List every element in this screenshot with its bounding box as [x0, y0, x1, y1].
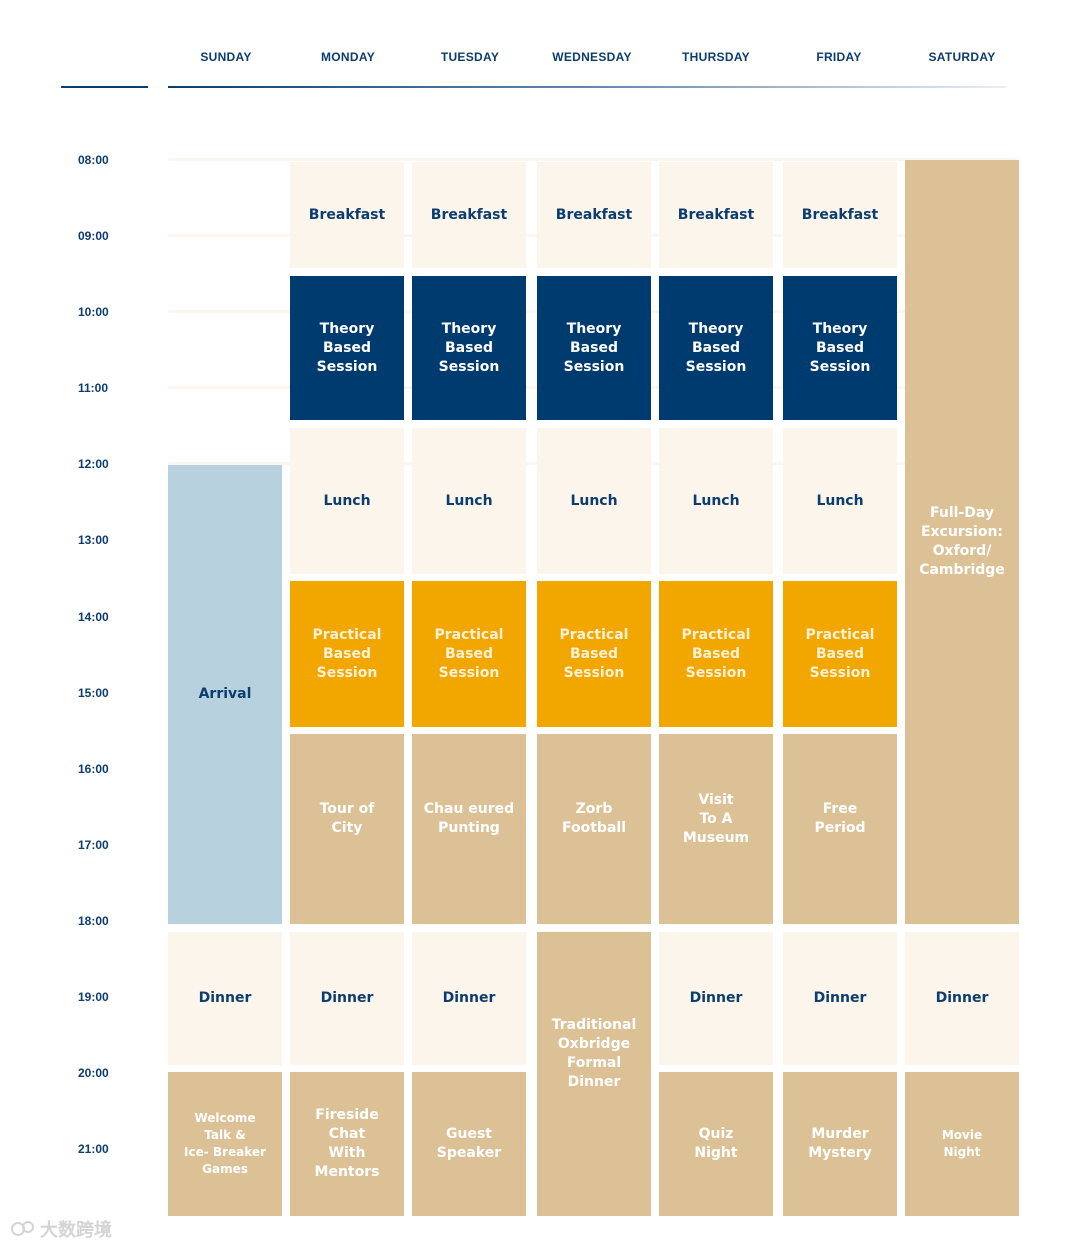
event-dinner-tuesday: Dinner	[412, 932, 526, 1065]
event-breakfast-tuesday: Breakfast	[412, 162, 526, 268]
event-welcome-talk: Welcome Talk & Ice- Breaker Games	[168, 1072, 282, 1216]
event-quiz-night: Quiz Night	[659, 1072, 773, 1216]
event-dinner-saturday: Dinner	[905, 932, 1019, 1065]
event-dinner-monday: Dinner	[290, 932, 404, 1065]
time-label: 13:00	[78, 533, 109, 547]
time-label: 15:00	[78, 686, 109, 700]
event-breakfast-wednesday: Breakfast	[537, 162, 651, 268]
event-practical-monday: Practical Based Session	[290, 581, 404, 727]
event-dinner-friday: Dinner	[783, 932, 897, 1065]
day-header-tuesday: TUESDAY	[440, 50, 500, 64]
event-theory-monday: Theory Based Session	[290, 276, 404, 420]
day-header-friday: FRIDAY	[816, 50, 862, 64]
event-formal-dinner: Traditional Oxbridge Formal Dinner	[537, 932, 651, 1216]
event-zorb-football: Zorb Football	[537, 734, 651, 924]
event-lunch-wednesday: Lunch	[537, 428, 651, 574]
event-guest-speaker: Guest Speaker	[412, 1072, 526, 1216]
header-rule-left	[61, 86, 148, 88]
time-label: 17:00	[78, 838, 109, 852]
watermark-text: 大数跨境	[40, 1220, 112, 1240]
event-punting: Chau eured Punting	[412, 734, 526, 924]
day-header-sunday: SUNDAY	[200, 50, 252, 64]
event-theory-wednesday: Theory Based Session	[537, 276, 651, 420]
event-lunch-thursday: Lunch	[659, 428, 773, 574]
event-breakfast-friday: Breakfast	[783, 162, 897, 268]
day-header-monday: MONDAY	[320, 50, 376, 64]
event-lunch-friday: Lunch	[783, 428, 897, 574]
event-practical-friday: Practical Based Session	[783, 581, 897, 727]
event-breakfast-monday: Breakfast	[290, 162, 404, 268]
event-full-day-excursion: Full-Day Excursion: Oxford/ Cambridge	[905, 160, 1019, 924]
event-tour-of-city: Tour of City	[290, 734, 404, 924]
event-lunch-tuesday: Lunch	[412, 428, 526, 574]
time-label: 09:00	[78, 229, 109, 243]
event-visit-museum: Visit To A Museum	[659, 734, 773, 924]
event-dinner-thursday: Dinner	[659, 932, 773, 1065]
event-practical-thursday: Practical Based Session	[659, 581, 773, 727]
day-header-wednesday: WEDNESDAY	[552, 50, 632, 64]
watermark: 大数跨境	[10, 1216, 112, 1242]
day-header-saturday: SATURDAY	[928, 50, 996, 64]
event-arrival: Arrival	[168, 465, 282, 924]
time-label: 14:00	[78, 610, 109, 624]
time-label: 10:00	[78, 305, 109, 319]
watermark-logo-icon	[11, 1221, 34, 1236]
time-label: 21:00	[78, 1142, 109, 1156]
hour-gridline	[168, 158, 1018, 161]
event-murder-mystery: Murder Mystery	[783, 1072, 897, 1216]
event-practical-wednesday: Practical Based Session	[537, 581, 651, 727]
time-label: 18:00	[78, 914, 109, 928]
header-rule	[168, 86, 1006, 88]
event-lunch-monday: Lunch	[290, 428, 404, 574]
event-movie-night: Movie Night	[905, 1072, 1019, 1216]
event-fireside-chat: Fireside Chat With Mentors	[290, 1072, 404, 1216]
time-label: 16:00	[78, 762, 109, 776]
time-label: 08:00	[78, 153, 109, 167]
event-theory-friday: Theory Based Session	[783, 276, 897, 420]
event-theory-tuesday: Theory Based Session	[412, 276, 526, 420]
event-practical-tuesday: Practical Based Session	[412, 581, 526, 727]
event-free-period: Free Period	[783, 734, 897, 924]
event-theory-thursday: Theory Based Session	[659, 276, 773, 420]
time-label: 19:00	[78, 990, 109, 1004]
time-label: 20:00	[78, 1066, 109, 1080]
event-dinner-sunday: Dinner	[168, 932, 282, 1065]
time-label: 12:00	[78, 457, 109, 471]
day-header-thursday: THURSDAY	[682, 50, 750, 64]
time-label: 11:00	[78, 381, 109, 395]
event-breakfast-thursday: Breakfast	[659, 162, 773, 268]
